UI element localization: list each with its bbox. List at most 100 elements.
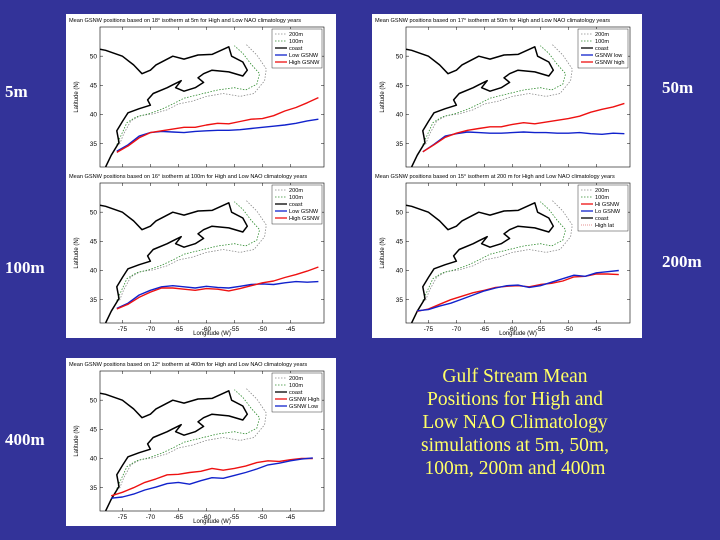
chart-title: Mean GSNW positions based on 16° isother… [69, 174, 307, 180]
legend-label: 100m [289, 383, 303, 389]
isobath-100m-line [116, 45, 261, 145]
y-tick-label: 45 [396, 83, 404, 90]
map-layer [406, 199, 619, 323]
y-tick-label: 40 [396, 268, 404, 275]
x-tick-label: -65 [480, 326, 490, 333]
legend-label: GSNW Low [289, 404, 319, 410]
legend-label: 100m [595, 39, 609, 45]
caption-line: Positions for High and [426, 389, 604, 410]
y-tick-label: 45 [396, 239, 404, 246]
legend-label: coast [289, 46, 303, 52]
slide-caption: Gulf Stream Mean Positions for High and … [372, 365, 658, 480]
x-tick-label: -60 [202, 514, 212, 521]
caption-line: simulations at 5m, 50m, [421, 435, 609, 456]
y-tick-label: 35 [90, 297, 98, 304]
plot-frame [405, 26, 631, 168]
x-tick-label: -75 [118, 514, 128, 521]
chart-title: Mean GSNW positions based on 12° isother… [69, 362, 307, 368]
depth-label-5m: 5m [5, 82, 28, 101]
isobath-100m-line [422, 45, 567, 145]
x-tick-label: -55 [230, 514, 240, 521]
legend-label: coast [289, 390, 303, 396]
x-tick-label: -75 [424, 326, 434, 333]
legend-label: Hi GSNW [595, 202, 620, 208]
caption-line: Gulf Stream Mean [442, 366, 588, 387]
y-tick-label: 50 [90, 209, 98, 216]
map-layer [406, 43, 625, 167]
legend-box [577, 184, 629, 232]
legend-label: Lo GSNW [595, 209, 621, 215]
chart-panel-200m: Mean GSNW positions based on 15° isother… [372, 170, 642, 338]
legend-label: coast [595, 216, 609, 222]
isobath-100m-line [116, 201, 261, 301]
depth-label-400m: 400m [5, 430, 45, 449]
x-tick-label: -50 [258, 514, 268, 521]
legend-label: Low GSNW [289, 53, 319, 59]
x-tick-label: -70 [452, 326, 462, 333]
legend-label: GSNW high [595, 60, 625, 66]
chart-title: Mean GSNW positions based on 15° isother… [375, 174, 615, 180]
depth-label-50m: 50m [662, 78, 694, 97]
isobath-200m-line [425, 199, 573, 301]
y-axis-label: Latitude (N) [74, 237, 80, 268]
y-axis-label: Latitude (N) [74, 81, 80, 112]
chart-title: Mean GSNW positions based on 17° isother… [375, 18, 610, 24]
y-tick-label: 40 [90, 456, 98, 463]
coastline [100, 390, 249, 511]
plot-frame [99, 182, 325, 324]
legend-label: GSNW low [595, 53, 623, 59]
isobath-200m-line [425, 43, 573, 145]
y-tick-label: 50 [396, 53, 404, 60]
y-tick-label: 35 [90, 485, 98, 492]
isobath-200m-line [119, 43, 267, 145]
y-axis-label: Latitude (N) [380, 81, 386, 112]
chart-50m: Mean GSNW positions based on 17° isother… [375, 18, 631, 181]
y-tick-label: 45 [90, 83, 98, 90]
depth-label-200m: 200m [662, 252, 702, 271]
chart-panel-400m: Mean GSNW positions based on 12° isother… [66, 358, 336, 526]
chart-title: Mean GSNW positions based on 18° isother… [69, 18, 301, 24]
x-tick-label: -50 [258, 326, 268, 333]
coastline [100, 202, 249, 323]
y-axis-label: Latitude (N) [74, 425, 80, 456]
y-tick-label: 35 [90, 141, 98, 148]
caption-line: 100m, 200m and 400m [424, 458, 606, 479]
x-tick-label: -60 [508, 326, 518, 333]
legend-label: 200m [289, 376, 303, 382]
y-tick-label: 45 [90, 239, 98, 246]
isobath-100m-line [422, 201, 567, 301]
x-tick-label: -60 [202, 326, 212, 333]
chart-100m: Mean GSNW positions based on 16° isother… [69, 174, 325, 337]
y-tick-label: 45 [90, 427, 98, 434]
plot-frame [99, 26, 325, 168]
x-tick-label: -45 [286, 514, 296, 521]
legend-label: 100m [595, 195, 609, 201]
chart-panel-100m: Mean GSNW positions based on 16° isother… [66, 170, 336, 338]
x-tick-label: -70 [146, 326, 156, 333]
x-tick-label: -70 [146, 514, 156, 521]
y-tick-label: 50 [396, 209, 404, 216]
y-axis-label: Latitude (N) [380, 237, 386, 268]
x-tick-label: -65 [174, 514, 184, 521]
legend-label: coast [289, 202, 303, 208]
legend-label: 200m [289, 32, 303, 38]
x-tick-label: -55 [230, 326, 240, 333]
series-line-low [116, 280, 319, 310]
y-tick-label: 35 [396, 141, 404, 148]
caption-line: Low NAO Climatology [422, 412, 608, 433]
y-tick-label: 40 [90, 112, 98, 119]
chart-panel-50m: Mean GSNW positions based on 17° isother… [372, 14, 642, 182]
chart-200m: Mean GSNW positions based on 15° isother… [375, 174, 631, 337]
coastline [100, 46, 249, 167]
x-tick-label: -45 [286, 326, 296, 333]
series-line-low [111, 457, 313, 499]
x-tick-label: -50 [564, 326, 574, 333]
y-tick-label: 35 [396, 297, 404, 304]
y-tick-label: 50 [90, 397, 98, 404]
map-layer [100, 199, 319, 323]
x-tick-label: -75 [118, 326, 128, 333]
map-layer [100, 43, 319, 167]
